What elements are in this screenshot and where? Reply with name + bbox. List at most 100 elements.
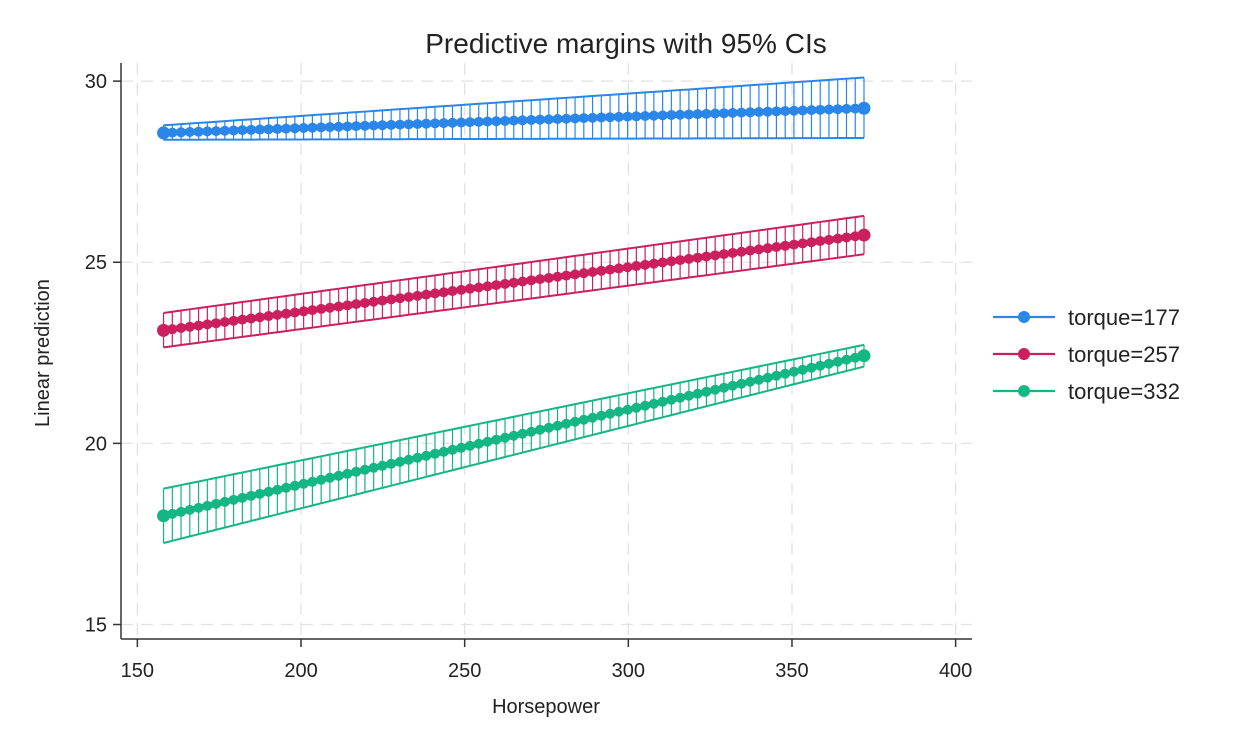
data-point: [701, 386, 712, 397]
data-point: [701, 251, 712, 262]
data-point: [771, 241, 782, 252]
data-point: [500, 115, 511, 126]
data-point: [246, 124, 257, 135]
data-point: [254, 124, 265, 135]
data-point: [403, 454, 414, 465]
data-point: [788, 239, 799, 250]
data-point: [412, 452, 423, 463]
data-point-end: [857, 228, 871, 242]
data-point: [368, 120, 379, 131]
ci-upper-bound: [163, 343, 865, 490]
legend-item-1: torque=177: [993, 305, 1180, 330]
data-point: [307, 122, 318, 133]
data-point: [823, 104, 834, 115]
data-point: [298, 122, 309, 133]
data-point: [692, 109, 703, 120]
data-point: [473, 116, 484, 127]
data-point: [508, 115, 519, 126]
plot-area: 150 200 250 300 350 400 15 20 25 30: [85, 63, 972, 682]
data-point: [797, 105, 808, 116]
data-point: [561, 418, 572, 429]
data-point: [219, 125, 230, 136]
data-point: [675, 109, 686, 120]
data-point: [596, 410, 607, 421]
data-point: [587, 412, 598, 423]
data-point: [333, 470, 344, 481]
data-point: [666, 394, 677, 405]
data-point: [482, 436, 493, 447]
ci-upper-bound: [163, 214, 865, 314]
series-lines: [157, 101, 871, 523]
data-point: [394, 293, 405, 304]
data-point: [421, 289, 432, 300]
data-point: [753, 106, 764, 117]
x-axis-title: Horsepower: [492, 696, 600, 718]
data-point: [780, 240, 791, 251]
data-point: [421, 118, 432, 129]
data-point: [184, 504, 195, 515]
data-point: [701, 108, 712, 119]
grid-lines: [121, 63, 972, 639]
data-point: [491, 280, 502, 291]
data-point: [429, 118, 440, 129]
data-point: [605, 112, 616, 123]
data-point: [762, 372, 773, 383]
data-point: [394, 119, 405, 130]
x-tick-label: 300: [612, 660, 645, 682]
data-point: [324, 302, 335, 313]
data-point: [281, 123, 292, 134]
data-point: [535, 274, 546, 285]
data-point: [403, 292, 414, 303]
data-point: [815, 236, 826, 247]
data-point: [648, 258, 659, 269]
data-point: [552, 271, 563, 282]
y-axis-title: Linear prediction: [32, 279, 54, 427]
data-point: [832, 233, 843, 244]
data-point: [211, 318, 222, 329]
data-point: [745, 245, 756, 256]
data-point: [333, 121, 344, 132]
data-point: [342, 468, 353, 479]
data-point-end: [157, 126, 171, 140]
data-point: [622, 404, 633, 415]
data-point: [640, 400, 651, 411]
data-point: [605, 408, 616, 419]
data-point: [237, 125, 248, 136]
data-point: [482, 281, 493, 292]
data-point: [263, 486, 274, 497]
axes: 150 200 250 300 350 400 15 20 25 30: [85, 63, 972, 682]
data-point: [429, 288, 440, 299]
data-point: [815, 360, 826, 371]
data-point: [316, 303, 327, 314]
x-tick-label: 200: [284, 660, 317, 682]
data-point: [351, 466, 362, 477]
data-point: [762, 106, 773, 117]
data-point: [237, 492, 248, 503]
data-point: [202, 500, 213, 511]
data-point-end: [857, 101, 871, 115]
data-point: [666, 256, 677, 267]
data-point: [167, 127, 178, 138]
ci-lower-bound: [163, 253, 865, 349]
data-point: [683, 253, 694, 264]
ci-upper-bound: [163, 76, 865, 127]
data-point: [508, 430, 519, 441]
data-point: [543, 272, 554, 283]
data-point-end: [157, 323, 171, 337]
x-tick-label: 400: [939, 660, 972, 682]
data-point: [456, 442, 467, 453]
data-point: [517, 428, 528, 439]
data-point: [780, 106, 791, 117]
legend-item-2: torque=257: [993, 342, 1180, 367]
data-point: [202, 126, 213, 137]
data-point: [613, 263, 624, 274]
data-point: [281, 482, 292, 493]
y-tick-label: 15: [85, 615, 107, 637]
data-point: [587, 112, 598, 123]
data-point: [412, 118, 423, 129]
data-point: [500, 432, 511, 443]
data-point: [298, 478, 309, 489]
data-point: [692, 252, 703, 263]
data-point: [543, 422, 554, 433]
